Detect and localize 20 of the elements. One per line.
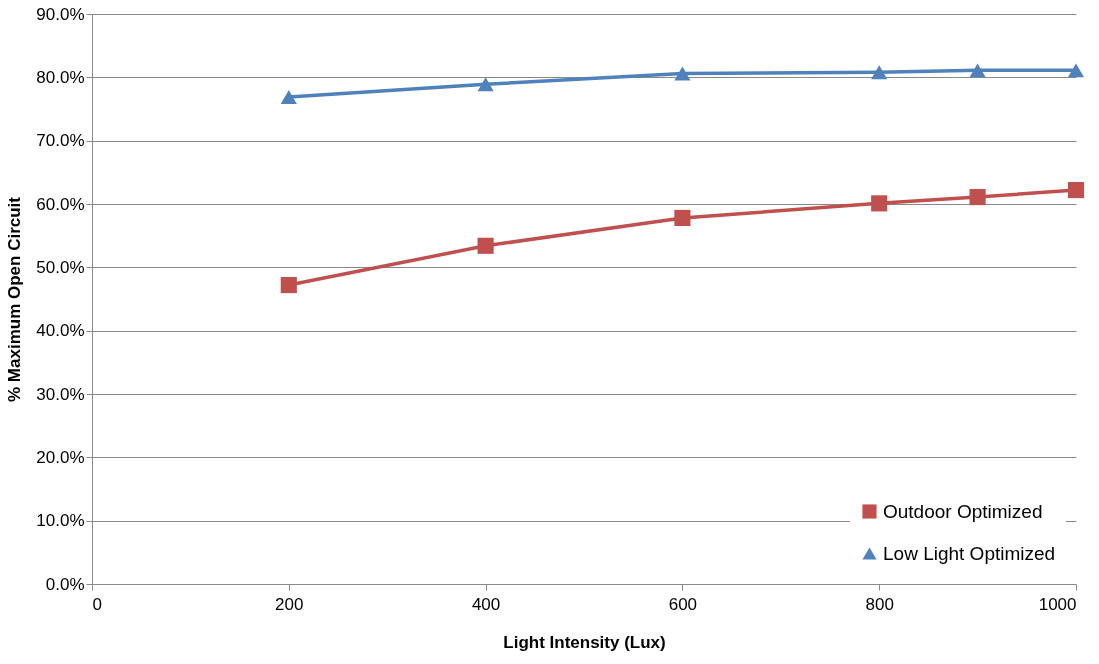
y-tick-label: 70.0% (36, 131, 85, 151)
y-tick-label: 0.0% (45, 574, 85, 594)
x-tick-label: 400 (471, 594, 501, 614)
legend-label: Low Light Optimized (883, 542, 1056, 564)
legend-label: Outdoor Optimized (883, 500, 1043, 522)
y-axis-title: % Maximum Open Circuit (5, 196, 25, 402)
x-tick-label: 1000 (1038, 594, 1077, 614)
x-tick-label: 200 (275, 594, 304, 614)
y-tick-label: 20.0% (36, 447, 85, 467)
y-tick-label: 50.0% (36, 257, 85, 277)
x-axis-title: Light Intensity (Lux) (503, 632, 666, 652)
x-tick-label: 600 (668, 594, 698, 614)
y-tick-label: 90.0% (36, 4, 85, 24)
y-tick-label: 80.0% (36, 67, 85, 87)
x-tick-label: 800 (865, 594, 894, 614)
y-tick-label: 10.0% (36, 511, 85, 531)
y-tick-label: 60.0% (36, 194, 85, 214)
x-tick-label: 0 (92, 594, 102, 614)
y-tick-label: 40.0% (36, 321, 85, 341)
y-tick-label: 30.0% (36, 384, 85, 404)
